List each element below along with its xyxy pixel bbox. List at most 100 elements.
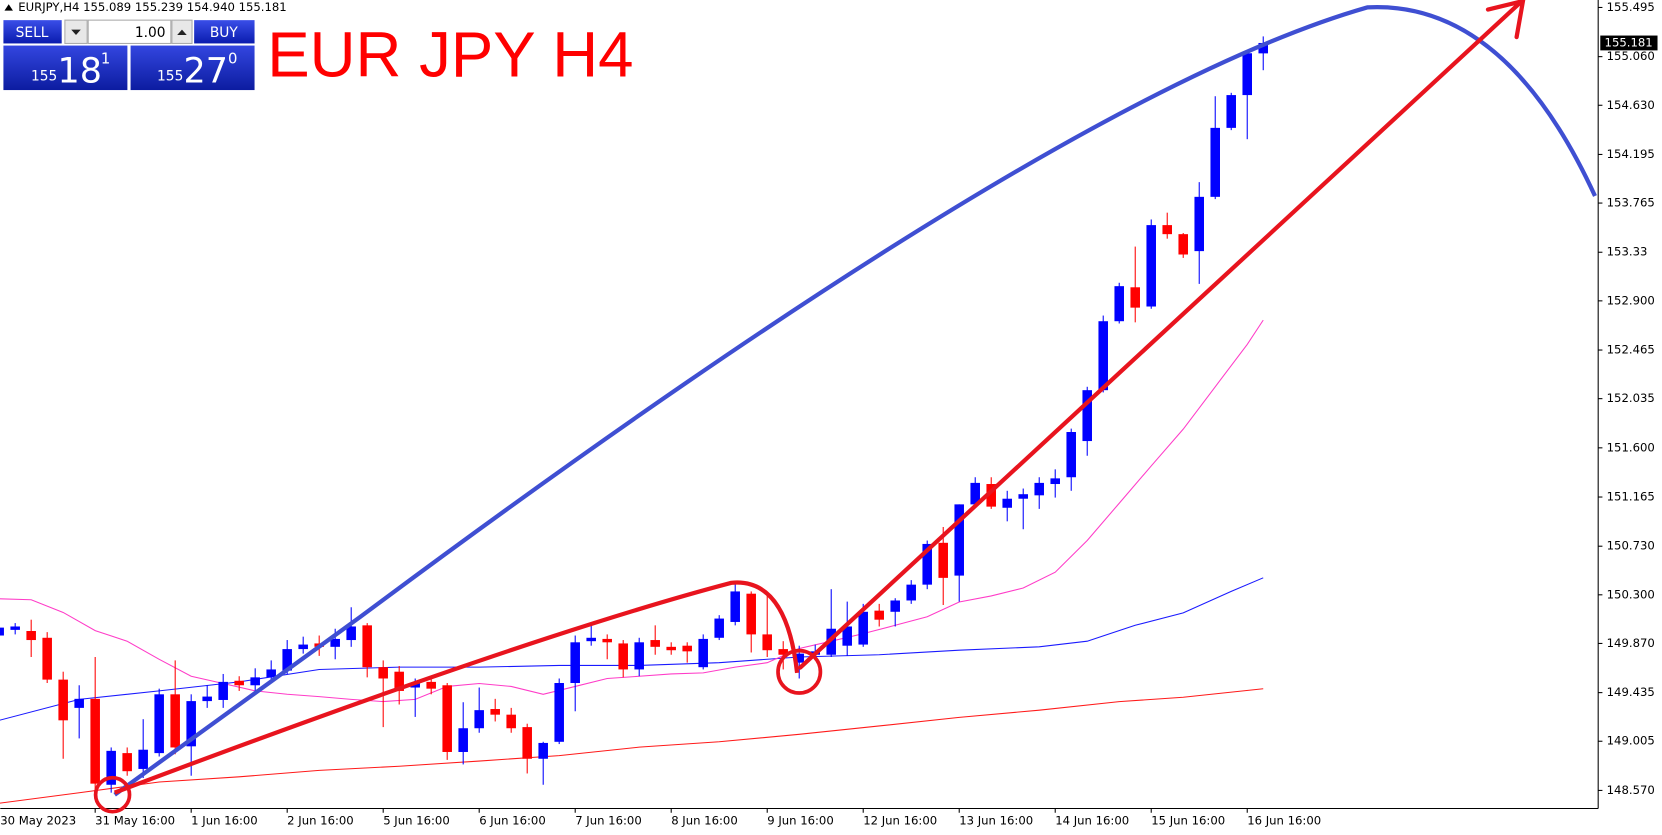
candle-body [938,542,948,578]
buy-label: BUY [210,25,239,41]
candle-body [602,638,612,643]
candle-body [666,646,676,651]
candle-body [362,625,372,668]
x-tick-label: 6 Jun 16:00 [479,814,546,828]
candle-body [746,593,756,635]
candle-body [1210,127,1220,197]
y-tick-label: 154.630 [1607,98,1655,112]
candle-body [890,600,900,612]
candle-body [1082,390,1092,442]
up-arrow [177,29,187,35]
candle-body [1002,498,1012,508]
candle-body [1194,196,1204,252]
x-tick-label: 12 Jun 16:00 [863,814,937,828]
candle-body [330,638,340,647]
bid-box[interactable] [3,45,128,91]
indicator-line [0,688,1264,804]
drawn-circle [776,648,823,695]
last-price-label: 155.181 [1605,35,1653,49]
candle-body [1258,42,1268,54]
bid-big: 155 [31,69,57,85]
candle-body [90,698,100,784]
candle-body [1066,432,1076,478]
x-tick-label: 30 May 2023 [0,814,76,828]
candle-body [154,694,164,754]
candle-body [234,680,244,686]
down-arrow [71,29,81,35]
y-tick-label: 152.465 [1607,343,1655,357]
y-tick-label: 149.435 [1607,685,1655,699]
candle-body [442,685,452,752]
y-tick-label: 154.195 [1607,147,1655,161]
candle-body [1034,482,1044,496]
candle-body [10,626,20,630]
last-price-tag [1600,35,1658,51]
candle-body [858,611,868,645]
candle-body [778,649,788,655]
y-tick-label: 149.005 [1607,734,1655,748]
y-tick-label: 150.300 [1607,587,1655,601]
candle-body [1242,53,1252,96]
y-tick-label: 151.165 [1607,490,1655,504]
ask-small: 0 [228,51,237,68]
candle-body [874,610,884,620]
bid-small: 1 [101,51,110,68]
ask-big: 155 [157,69,183,85]
candle-body [1162,225,1172,235]
indicator-line [0,319,1264,703]
bid-main: 18 [57,52,101,92]
candle-body [138,749,148,769]
x-tick-label: 14 Jun 16:00 [1055,814,1129,828]
candle-body [266,669,276,678]
candle-body [186,701,196,747]
lot-input[interactable] [87,19,172,44]
y-tick-label: 151.600 [1607,440,1655,454]
candle-body [122,753,132,772]
candle-body [506,714,516,729]
ask-box[interactable] [130,45,255,91]
candle-body [1098,321,1108,391]
candle-body [522,727,532,759]
candle-body [714,618,724,638]
candle-body [218,681,228,700]
x-tick-label: 1 Jun 16:00 [191,814,258,828]
y-tick-label: 155.495 [1607,0,1655,14]
candle-body [250,677,260,686]
y-tick-label: 150.730 [1607,539,1655,553]
drawn-curve [113,5,1597,797]
candle-body [410,683,420,688]
candle-body [1178,234,1188,255]
buy-button[interactable] [194,20,255,44]
candle-body [554,683,564,742]
menu-triangle[interactable] [4,4,13,11]
sell-button[interactable] [3,20,62,44]
candle-body [474,710,484,729]
candle-body [538,742,548,759]
candle-body [58,679,68,721]
candle-body [170,694,180,748]
symbol-info: EURJPY,H4 155.089 155.239 154.940 155.18… [18,0,286,14]
x-tick-label: 15 Jun 16:00 [1151,814,1225,828]
candle-body [1226,95,1236,128]
trade-panel: SELL 1.00 BUY 155 18 1 155 27 0 [3,19,255,92]
candle-body [1130,287,1140,308]
candle-body [586,637,596,642]
y-tick-label: 153.33 [1607,245,1648,259]
candle-body [394,671,404,691]
candle-body [282,649,292,671]
candle-body [730,591,740,622]
x-tick-label: 31 May 16:00 [95,814,175,828]
candle-body [490,709,500,715]
candle-body [1050,478,1060,485]
x-tick-label: 16 Jun 16:00 [1247,814,1321,828]
x-tick-label: 8 Jun 16:00 [671,814,738,828]
candle-body [106,750,116,785]
candle-body [0,627,4,636]
candle-body [922,543,932,585]
drawn-curve [113,580,800,795]
candle-body [42,637,52,680]
candle-body [202,696,212,702]
drawn-arrow [798,0,1526,670]
